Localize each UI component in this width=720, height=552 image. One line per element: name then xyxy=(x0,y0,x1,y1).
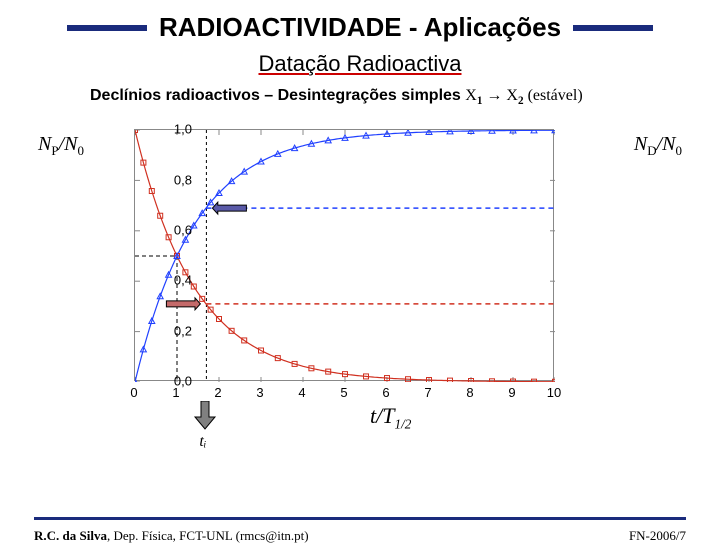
subheading: Declínios radioactivos – Desintegrações … xyxy=(90,87,720,107)
xtick-label: 6 xyxy=(382,385,389,400)
stable-text: (estável) xyxy=(524,87,583,104)
xtick-label: 10 xyxy=(547,385,561,400)
xal-half: 1/2 xyxy=(394,417,411,432)
axr-0: 0 xyxy=(676,143,683,158)
ytick-label: 0,4 xyxy=(174,273,192,288)
x-axis-label: t/T1/2 xyxy=(370,403,411,432)
xtick-label: 7 xyxy=(424,385,431,400)
y-axis-label-left: NP/N0 xyxy=(38,133,84,159)
plot-svg xyxy=(135,130,555,382)
axl-0: 0 xyxy=(77,143,84,158)
footer-right: FN-2006/7 xyxy=(629,528,686,544)
xtick-label: 5 xyxy=(340,385,347,400)
axl-N: N xyxy=(38,133,51,155)
axr-N: N xyxy=(634,133,647,155)
footer-author: R.C. da Silva xyxy=(34,528,107,543)
page-title: RADIOACTIVIDADE - Aplicações xyxy=(159,12,561,43)
footer-left: R.C. da Silva, Dep. Física, FCT-UNL (rmc… xyxy=(34,528,309,544)
ytick-label: 0,2 xyxy=(174,323,192,338)
plot-area xyxy=(134,129,554,381)
xtick-label: 2 xyxy=(214,385,221,400)
ytick-label: 0,8 xyxy=(174,172,192,187)
ytick-label: 0,6 xyxy=(174,222,192,237)
axl-P: P xyxy=(51,143,58,158)
y-axis-label-right: ND/N0 xyxy=(634,133,682,159)
title-bar-right xyxy=(573,25,653,31)
ytick-label: 1,0 xyxy=(174,122,192,137)
xal-slash: /T xyxy=(376,403,394,428)
x2: X xyxy=(506,87,518,104)
xtick-label: 8 xyxy=(466,385,473,400)
chart: NP/N0 ND/N0 t/T1/2 0,00,20,40,60,81,0012… xyxy=(100,119,620,429)
subheading-prefix: Declínios radioactivos – xyxy=(90,87,278,104)
arrow-glyph: → xyxy=(482,87,506,104)
axl-slash: /N xyxy=(59,133,78,155)
subtitle: Datação Radioactiva xyxy=(0,51,720,77)
axr-slash: /N xyxy=(657,133,676,155)
subheading-mid: Desintegrações simples xyxy=(278,87,466,104)
xtick-label: 4 xyxy=(298,385,305,400)
footer: R.C. da Silva, Dep. Física, FCT-UNL (rmc… xyxy=(34,528,686,544)
down-arrow xyxy=(193,401,217,436)
xtick-label: 9 xyxy=(508,385,515,400)
footer-affil: , Dep. Física, FCT-UNL (rmcs@itn.pt) xyxy=(107,528,309,543)
title-bar-left xyxy=(67,25,147,31)
title-row: RADIOACTIVIDADE - Aplicações xyxy=(0,12,720,43)
footer-rule xyxy=(34,517,686,520)
xtick-label: 0 xyxy=(130,385,137,400)
ti-label: tᵢ xyxy=(199,433,206,451)
xtick-label: 3 xyxy=(256,385,263,400)
x1: X xyxy=(465,87,477,104)
axr-D: D xyxy=(647,143,656,158)
xtick-label: 1 xyxy=(172,385,179,400)
